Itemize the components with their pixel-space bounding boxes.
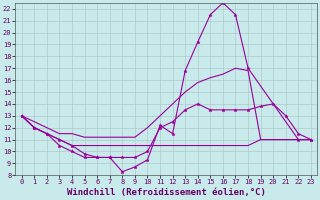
X-axis label: Windchill (Refroidissement éolien,°C): Windchill (Refroidissement éolien,°C) xyxy=(67,188,266,197)
